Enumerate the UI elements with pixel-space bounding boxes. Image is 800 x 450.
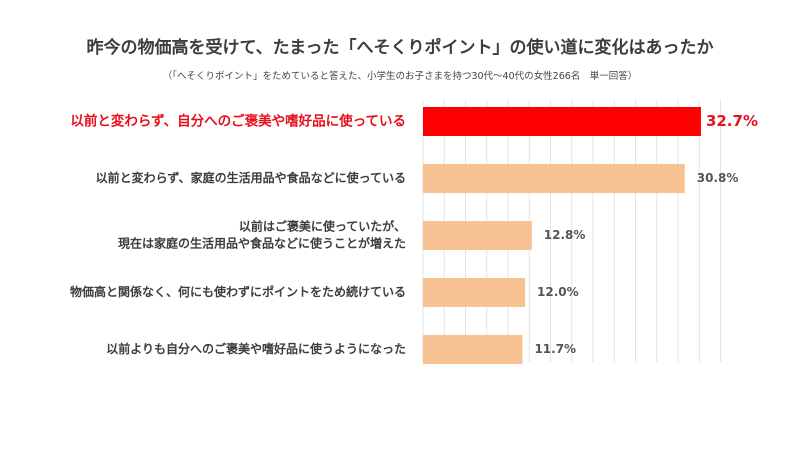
- bar: [423, 278, 525, 307]
- bar: [423, 221, 532, 250]
- bar: [423, 164, 685, 193]
- category-label: 現在は家庭の生活用品や食品などに使うことが増えた: [118, 236, 406, 251]
- bar: [423, 335, 523, 364]
- value-label: 11.7%: [534, 342, 576, 356]
- category-label: 以前と変わらず、家庭の生活用品や食品などに使っている: [96, 170, 406, 185]
- value-label: 32.7%: [706, 112, 758, 130]
- category-label: 以前よりも自分へのご褒美や嗜好品に使うようになった: [106, 341, 406, 356]
- category-labels: 以前と変わらず、自分へのご褒美や嗜好品に使っている以前と変わらず、家庭の生活用品…: [70, 113, 406, 357]
- bar: [423, 107, 701, 136]
- category-label: 以前と変わらず、自分へのご褒美や嗜好品に使っている: [70, 113, 406, 130]
- chart-title: 昨今の物価高を受けて、たまった「へそくりポイント」の使い道に変化はあったか: [86, 38, 714, 58]
- value-labels: 32.7% 30.8% 12.8% 12.0% 11.7%: [534, 112, 758, 356]
- category-label: 物価高と関係なく、何にも使わずにポイントをため続けている: [70, 284, 406, 299]
- value-label: 30.8%: [697, 171, 739, 185]
- chart-subtitle: （「へそくりポイント」をためていると答えた、小学生のお子さまを持つ30代〜40代…: [162, 71, 638, 82]
- value-label: 12.8%: [544, 228, 586, 242]
- value-label: 12.0%: [537, 285, 579, 299]
- bars: [423, 107, 701, 364]
- category-label: 以前はご褒美に使っていたが、: [239, 219, 406, 234]
